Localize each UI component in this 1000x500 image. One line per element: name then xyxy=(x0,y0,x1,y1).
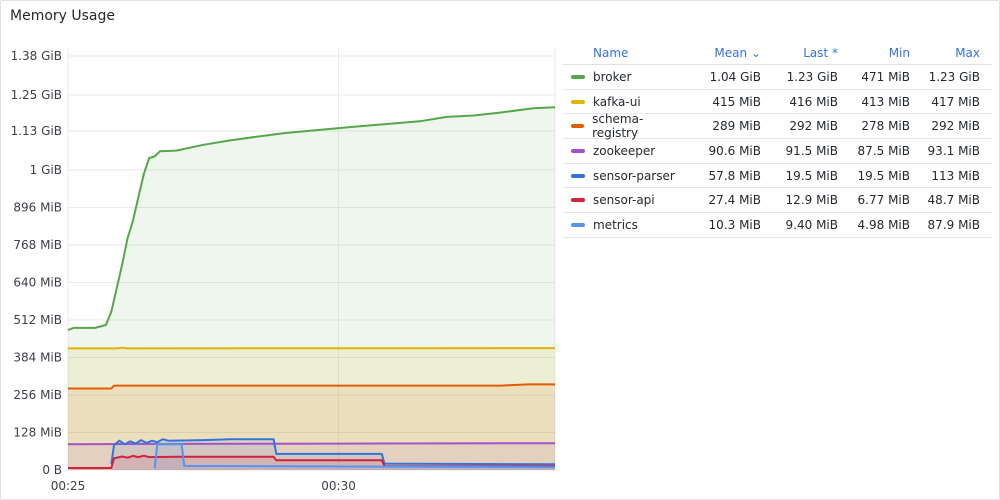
series-line-kafka-ui[interactable] xyxy=(68,346,556,350)
legend-series-name[interactable]: sensor-api xyxy=(593,193,655,208)
legend-max-value: 417 MiB xyxy=(931,94,980,109)
series-line-schema-registry[interactable] xyxy=(68,383,555,390)
legend-swatch-icon[interactable] xyxy=(571,74,585,79)
legend-swatch-icon[interactable] xyxy=(571,148,585,153)
legend-mean-value: 90.6 MiB xyxy=(708,143,761,158)
y-tick-label: 768 MiB xyxy=(13,238,62,252)
legend-max-value: 1.23 GiB xyxy=(928,69,980,84)
y-tick-label: 1.25 GiB xyxy=(11,88,62,102)
legend-name-col[interactable]: schema-registry xyxy=(563,112,683,140)
legend-table: Name Mean ⌄ Last * Min Max broker 1.04 Gi… xyxy=(563,41,992,238)
legend-header-name[interactable]: Name xyxy=(593,45,629,60)
legend-swatch-icon[interactable] xyxy=(571,99,585,104)
legend-swatch-icon[interactable] xyxy=(571,198,585,203)
y-tick-label: 896 MiB xyxy=(13,200,62,214)
legend-mean-value: 27.4 MiB xyxy=(708,193,761,208)
legend-name-col[interactable]: sensor-api xyxy=(563,193,683,207)
series-area-broker xyxy=(68,107,555,471)
legend-name-col[interactable]: sensor-parser xyxy=(563,169,683,183)
legend-mean-value: 289 MiB xyxy=(712,119,761,134)
series-line-sensor-parser[interactable] xyxy=(110,438,556,466)
legend-row-metrics[interactable]: metrics 10.3 MiB 9.40 MiB 4.98 MiB 87.9 MiB xyxy=(563,213,992,238)
legend-last-value: 9.40 MiB xyxy=(785,217,838,232)
series-line-zookeeper[interactable] xyxy=(67,442,556,446)
legend-last-value: 1.23 GiB xyxy=(786,69,838,84)
legend-row-schema-registry[interactable]: schema-registry 289 MiB 292 MiB 278 MiB 292 … xyxy=(563,112,992,140)
legend-header-min[interactable]: Min xyxy=(888,45,910,60)
y-tick-label: 512 MiB xyxy=(13,313,62,327)
legend-name-col[interactable]: kafka-ui xyxy=(563,95,683,109)
y-tick-label: 1.13 GiB xyxy=(11,124,62,138)
x-tick-label: 00:25 xyxy=(51,479,86,493)
legend-series-name[interactable]: kafka-ui xyxy=(593,94,641,109)
y-tick-label: 256 MiB xyxy=(13,388,62,402)
series-line-metrics[interactable] xyxy=(153,443,556,469)
legend-header: Name Mean ⌄ Last * Min Max xyxy=(563,41,992,65)
legend-header-mean[interactable]: Mean ⌄ xyxy=(714,45,761,60)
legend-mean-value: 415 MiB xyxy=(712,94,761,109)
legend-last-value: 19.5 MiB xyxy=(785,168,838,183)
legend-min-value: 278 MiB xyxy=(861,119,910,134)
legend-min-value: 471 MiB xyxy=(861,69,910,84)
legend-min-value: 4.98 MiB xyxy=(857,217,910,232)
y-tick-label: 0 B xyxy=(42,463,62,477)
series-line-broker[interactable] xyxy=(67,106,556,331)
legend-swatch-icon[interactable] xyxy=(571,222,585,227)
legend-last-value: 12.9 MiB xyxy=(785,193,838,208)
legend-last-value: 416 MiB xyxy=(789,94,838,109)
legend-header-name-col[interactable]: Name xyxy=(563,46,683,60)
legend-swatch-icon[interactable] xyxy=(571,173,585,178)
series-area-schema-registry xyxy=(68,384,555,470)
legend-last-value: 292 MiB xyxy=(789,119,838,134)
series-lines xyxy=(67,106,556,469)
y-tick-label: 128 MiB xyxy=(13,425,62,439)
legend-series-name[interactable]: broker xyxy=(593,69,632,84)
legend-header-last[interactable]: Last * xyxy=(803,45,838,60)
y-tick-label: 1 GiB xyxy=(30,163,62,177)
legend-name-col[interactable]: broker xyxy=(563,70,683,84)
legend-mean-value: 57.8 MiB xyxy=(708,168,761,183)
legend-header-max[interactable]: Max xyxy=(955,45,980,60)
legend-series-name[interactable]: schema-registry xyxy=(592,112,644,141)
legend-mean-value: 10.3 MiB xyxy=(708,217,761,232)
legend-row-sensor-parser[interactable]: sensor-parser 57.8 MiB 19.5 MiB 19.5 MiB 113… xyxy=(563,164,992,189)
x-tick-label: 00:30 xyxy=(321,479,356,493)
legend-min-value: 19.5 MiB xyxy=(857,168,910,183)
legend-name-col[interactable]: metrics xyxy=(563,218,683,232)
legend-max-value: 292 MiB xyxy=(931,119,980,134)
panel-title[interactable]: Memory Usage xyxy=(10,8,116,24)
y-tick-label: 640 MiB xyxy=(13,275,62,289)
legend-min-value: 413 MiB xyxy=(861,94,910,109)
legend-row-broker[interactable]: broker 1.04 GiB 1.23 GiB 471 MiB 1.23 GiB xyxy=(563,65,992,90)
legend-series-name[interactable]: metrics xyxy=(593,217,638,232)
legend-last-value: 91.5 MiB xyxy=(785,143,838,158)
x-axis: 00:25 00:30 xyxy=(51,479,356,493)
legend-max-value: 87.9 MiB xyxy=(927,217,980,232)
legend-max-value: 93.1 MiB xyxy=(927,143,980,158)
legend-row-sensor-api[interactable]: sensor-api 27.4 MiB 12.9 MiB 6.77 MiB 48.7 M… xyxy=(563,188,992,214)
y-axis: 0 B 128 MiB 256 MiB 384 MiB 512 MiB 640 MiB 76… xyxy=(11,49,62,477)
y-tick-label: 384 MiB xyxy=(13,350,62,364)
memory-usage-chart: 0 B 128 MiB 256 MiB 384 MiB 512 MiB 640 MiB 76… xyxy=(11,48,556,493)
legend-max-value: 113 MiB xyxy=(931,168,980,183)
legend-row-zookeeper[interactable]: zookeeper 90.6 MiB 91.5 MiB 87.5 MiB 93.1 Mi… xyxy=(563,139,992,164)
legend-row-kafka-ui[interactable]: kafka-ui 415 MiB 416 MiB 413 MiB 417 MiB xyxy=(563,90,992,115)
legend-mean-value: 1.04 GiB xyxy=(709,69,761,84)
legend-min-value: 6.77 MiB xyxy=(857,193,910,208)
legend-swatch-icon[interactable] xyxy=(571,124,585,129)
series-areas xyxy=(68,107,556,471)
series-line-sensor-api[interactable] xyxy=(68,454,555,469)
legend-name-col[interactable]: zookeeper xyxy=(563,144,683,158)
legend-min-value: 87.5 MiB xyxy=(857,143,910,158)
legend-series-name[interactable]: zookeeper xyxy=(593,143,656,158)
legend-max-value: 48.7 MiB xyxy=(927,193,980,208)
legend-rows: broker 1.04 GiB 1.23 GiB 471 MiB 1.23 GiB kaf… xyxy=(563,65,992,238)
y-tick-label: 1.38 GiB xyxy=(11,49,62,63)
legend-series-name[interactable]: sensor-parser xyxy=(593,168,675,183)
